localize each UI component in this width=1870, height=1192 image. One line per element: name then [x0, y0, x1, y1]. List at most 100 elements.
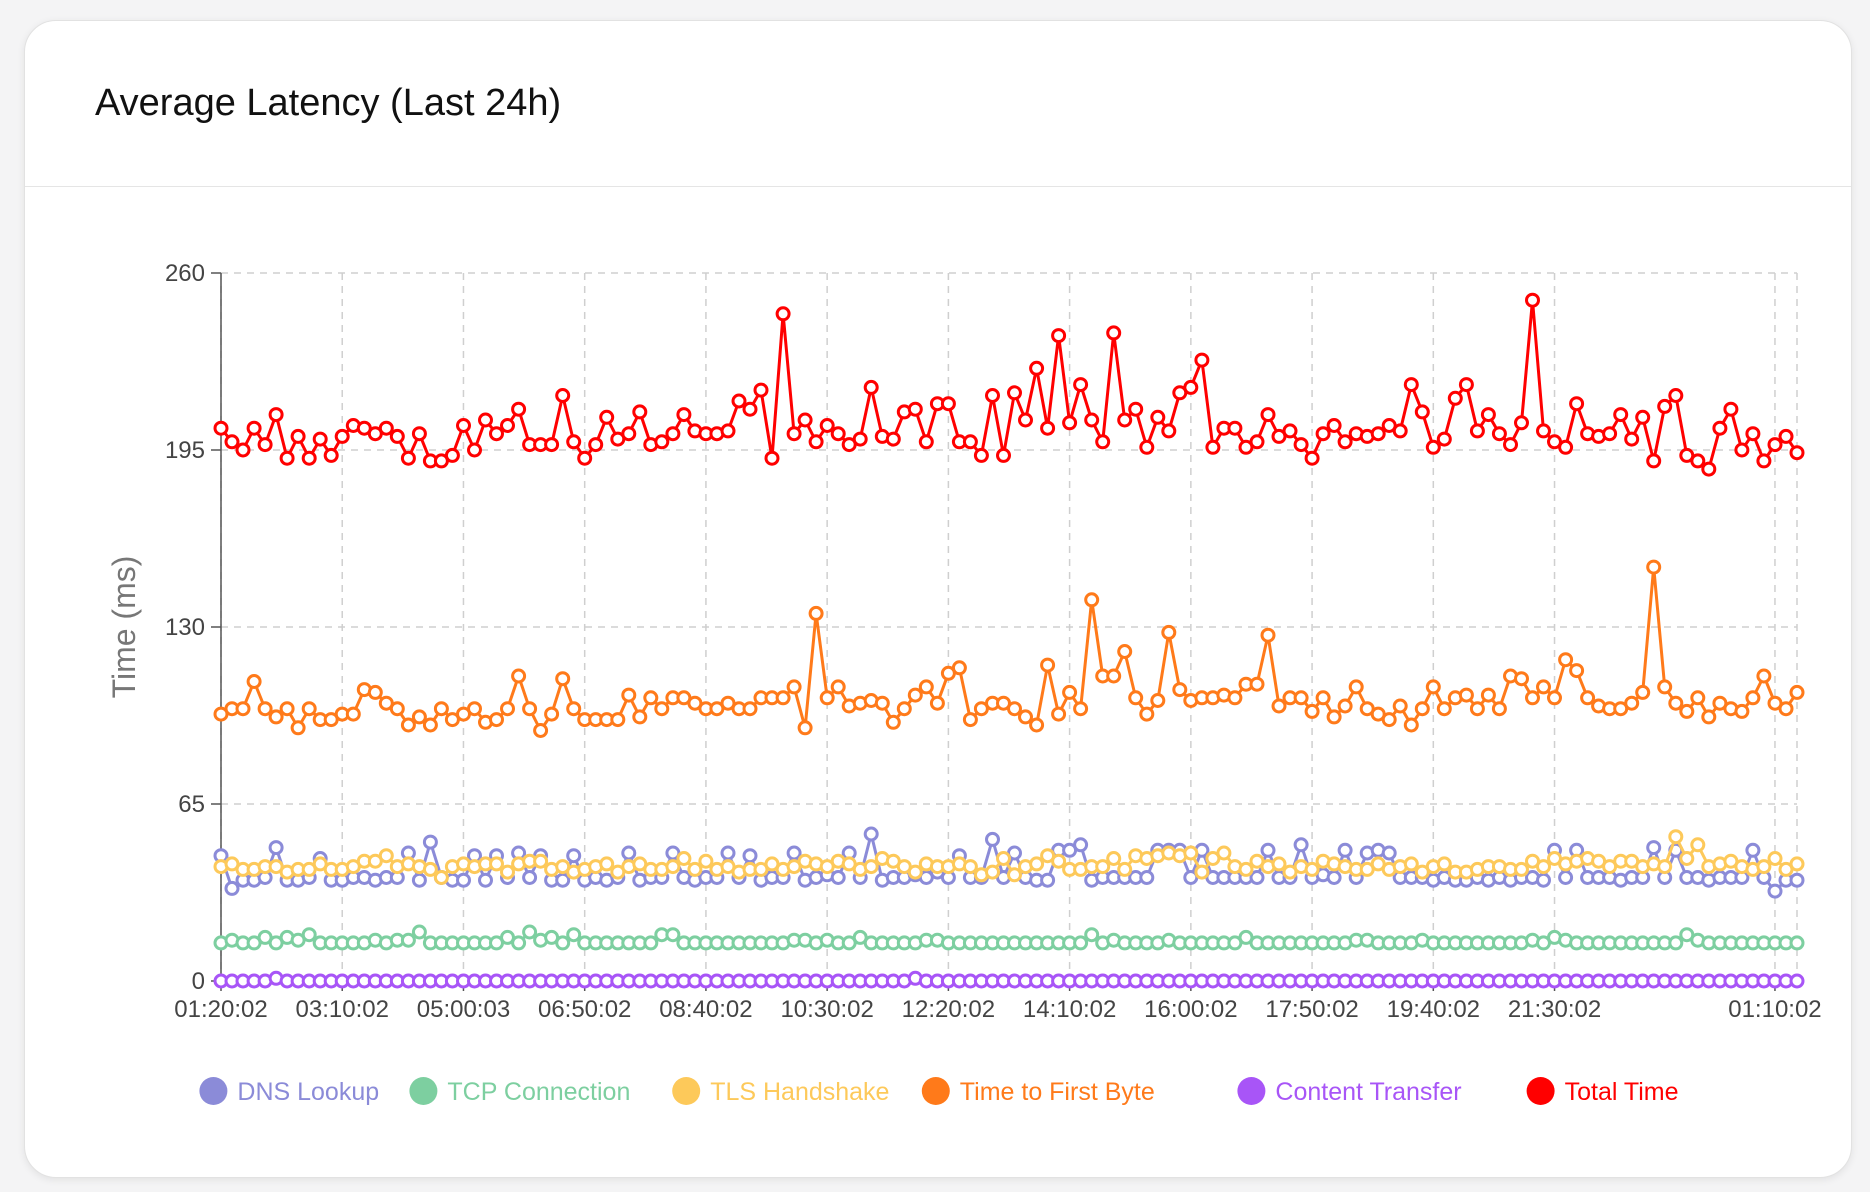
data-point [500, 929, 515, 945]
data-point [290, 932, 306, 948]
data-point [709, 701, 725, 717]
data-point [544, 437, 560, 453]
data-point [1547, 434, 1562, 450]
data-point [400, 717, 416, 733]
data-point [566, 927, 582, 943]
data-point [1514, 861, 1529, 877]
data-point [1227, 420, 1243, 436]
data-point [599, 409, 615, 425]
data-point [676, 407, 692, 423]
data-point [1503, 437, 1518, 453]
data-point [1117, 861, 1133, 877]
data-point [775, 306, 791, 322]
data-point [389, 701, 405, 717]
data-point [1668, 388, 1684, 403]
data-point [1128, 401, 1144, 417]
data-point [643, 935, 659, 951]
x-tick-label: 06:50:02 [538, 996, 631, 1023]
data-point [819, 690, 835, 706]
data-point [1723, 401, 1739, 417]
data-point [1778, 701, 1794, 717]
x-tick-label: 03:10:02 [296, 996, 389, 1023]
data-point [1789, 856, 1805, 872]
data-point [1767, 437, 1783, 453]
x-tick-label: 01:20:02 [174, 996, 267, 1023]
data-point [246, 420, 262, 436]
data-point [566, 434, 582, 450]
data-point [312, 431, 328, 447]
data-point [411, 872, 427, 888]
data-point [1128, 690, 1144, 706]
legend-item: TCP Connection [409, 1077, 630, 1106]
data-point [996, 851, 1011, 866]
data-point [279, 450, 295, 466]
data-point [235, 701, 251, 717]
data-point [1403, 377, 1419, 393]
data-point [1040, 420, 1056, 436]
data-point [1304, 703, 1320, 719]
data-point [1271, 698, 1287, 714]
data-point [654, 434, 670, 450]
data-point [1304, 861, 1320, 877]
data-point [456, 872, 471, 888]
data-point [1282, 864, 1298, 880]
data-point [411, 924, 427, 940]
data-point [1337, 842, 1353, 858]
legend-label: DNS Lookup [237, 1078, 379, 1106]
x-tick-label: 12:20:02 [902, 996, 995, 1023]
data-point [907, 401, 923, 417]
data-point [1040, 872, 1056, 888]
data-point [489, 856, 504, 872]
data-point [1161, 423, 1177, 439]
data-point [555, 671, 571, 687]
data-point [566, 848, 582, 864]
data-point [764, 450, 780, 466]
data-point [301, 927, 317, 943]
legend: DNS Lookup TCP Connection TLS Handshake Tim… [199, 1077, 1679, 1106]
data-point [786, 426, 802, 442]
data-point [830, 870, 846, 885]
data-point [1745, 690, 1761, 706]
legend-item: DNS Lookup [199, 1077, 379, 1106]
data-point [1007, 701, 1022, 717]
data-point [1084, 412, 1100, 428]
data-point [268, 840, 284, 856]
series-tls-handshake [213, 829, 1805, 885]
data-point [1337, 434, 1353, 450]
data-point [665, 859, 681, 875]
data-point [1789, 935, 1805, 951]
data-point [290, 720, 306, 736]
x-tick-label: 14:10:02 [1023, 996, 1116, 1023]
data-point [1194, 352, 1210, 368]
data-point [885, 714, 901, 730]
data-point [1051, 853, 1067, 869]
data-point [1326, 709, 1342, 725]
data-point [1161, 624, 1177, 640]
data-point [522, 870, 538, 885]
data-point [1249, 434, 1265, 450]
data-point [1414, 701, 1430, 717]
data-point [500, 701, 515, 717]
data-point [742, 848, 758, 864]
data-point [1260, 407, 1276, 423]
data-point [1745, 842, 1761, 858]
data-point [422, 861, 438, 877]
data-point [400, 932, 416, 948]
data-point [433, 870, 449, 885]
data-point [1150, 409, 1166, 425]
legend-label: Time to First Byte [960, 1078, 1155, 1106]
data-point [621, 845, 637, 861]
data-point [1084, 592, 1100, 608]
data-point [1183, 379, 1199, 395]
data-point [334, 428, 350, 444]
data-point [1514, 671, 1529, 687]
legend-label: TCP Connection [447, 1078, 630, 1106]
x-tick-label: 16:00:02 [1144, 996, 1237, 1023]
data-point [797, 412, 813, 428]
data-point [1117, 644, 1133, 659]
data-point [819, 418, 835, 433]
data-point [1425, 679, 1441, 695]
data-point [224, 434, 240, 450]
data-point [1668, 829, 1684, 845]
data-point [1095, 859, 1111, 875]
